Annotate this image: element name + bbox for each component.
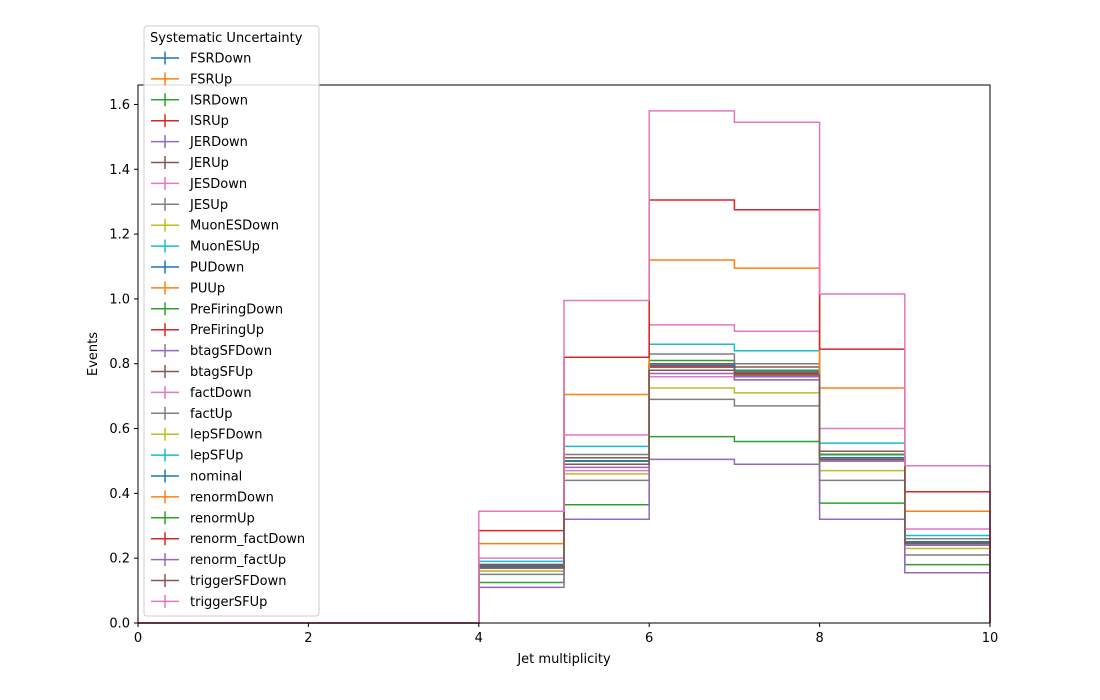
x-tick-label: 8	[815, 631, 823, 646]
legend-frame	[143, 25, 320, 617]
x-tick-label: 10	[982, 631, 999, 646]
legend-label: JERDown	[189, 135, 248, 150]
legend-label: renorm_factDown	[190, 532, 305, 547]
legend-entry-JERUp: JERUp	[151, 156, 229, 171]
legend-entry-FSRUp: FSRUp	[151, 72, 232, 87]
legend-label: ISRDown	[190, 93, 248, 108]
y-axis-label: Events	[86, 332, 101, 376]
legend-entries: FSRDown FSRUp ISRDown ISRUp JERDown JERUp JESD…	[151, 51, 305, 610]
legend-label: JESDown	[189, 177, 247, 192]
legend-label: factUp	[190, 407, 233, 422]
legend-label: renormDown	[190, 490, 274, 505]
legend-label: FSRUp	[190, 72, 232, 87]
legend-label: renorm_factUp	[190, 553, 286, 568]
legend-entry-btagSFUp: btagSFUp	[151, 365, 253, 380]
legend-entry-MuonESDown: MuonESDown	[151, 218, 279, 234]
legend-label: MuonESUp	[190, 240, 260, 255]
legend-label: JERUp	[189, 156, 229, 171]
y-axis-ticks: 0.0 0.2 0.4 0.6 0.8 1.0 1.2 1.4 1.6	[109, 98, 138, 632]
legend-label: ISRUp	[190, 114, 229, 129]
y-tick-label: 1.4	[109, 163, 130, 178]
x-tick-label: 6	[645, 631, 653, 646]
legend-entry-factUp: factUp	[151, 406, 233, 422]
legend-entry-renormUp: renormUp	[151, 511, 255, 526]
legend-label: factDown	[190, 386, 252, 401]
legend-entry-ISRDown: ISRDown	[151, 93, 248, 108]
y-tick-label: 1.6	[109, 98, 130, 113]
x-axis-ticks: 0 2 4 6 8 10	[134, 623, 998, 646]
x-axis-label: Jet multiplicity	[516, 652, 611, 667]
y-tick-label: 0.4	[109, 487, 130, 502]
y-tick-label: 0.2	[109, 552, 130, 567]
legend-entry-triggerSFDown: triggerSFDown	[151, 574, 286, 589]
legend-entry-PUDown: PUDown	[151, 260, 244, 276]
legend-label: JESUp	[189, 198, 228, 213]
legend-label: renormUp	[190, 511, 255, 526]
legend-label: triggerSFUp	[190, 595, 267, 610]
legend-label: FSRDown	[190, 52, 251, 67]
legend-label: lepSFUp	[190, 449, 243, 464]
legend-label: MuonESDown	[190, 219, 279, 234]
legend-entry-lepSFUp: lepSFUp	[151, 448, 243, 464]
legend-label: PUUp	[190, 281, 225, 296]
legend-entry-JESUp: JESUp	[151, 197, 228, 213]
y-tick-label: 1.0	[109, 292, 130, 307]
legend-title: Systematic Uncertainty	[150, 31, 303, 46]
legend-entry-PreFiringUp: PreFiringUp	[151, 323, 264, 338]
plot-frame	[137, 84, 991, 624]
legend-entry-PreFiringDown: PreFiringDown	[151, 302, 283, 317]
x-tick-label: 2	[304, 631, 312, 646]
legend-entry-lepSFDown: lepSFDown	[151, 427, 262, 443]
y-tick-label: 0.8	[109, 357, 130, 372]
legend-entry-MuonESUp: MuonESUp	[151, 239, 260, 255]
legend-entry-nominal: nominal	[151, 469, 242, 485]
legend-label: nominal	[190, 470, 242, 485]
legend-label: PUDown	[190, 261, 244, 276]
legend-entry-factDown: factDown	[151, 385, 252, 401]
legend-entry-renormDown: renormDown	[151, 490, 274, 505]
legend-label: btagSFDown	[190, 344, 272, 359]
legend-entry-triggerSFUp: triggerSFUp	[151, 594, 267, 610]
y-tick-label: 0.0	[109, 617, 130, 632]
legend-label: lepSFDown	[190, 428, 262, 443]
legend-entry-JESDown: JESDown	[151, 176, 247, 192]
legend-entry-renorm_factUp: renorm_factUp	[151, 553, 286, 568]
legend: Systematic Uncertainty FSRDown FSRUp ISRDo…	[143, 25, 320, 617]
legend-entry-ISRUp: ISRUp	[151, 114, 229, 129]
legend-label: PreFiringDown	[190, 302, 283, 317]
legend-label: btagSFUp	[190, 365, 253, 380]
y-tick-label: 0.6	[109, 422, 130, 437]
y-tick-label: 1.2	[109, 228, 130, 243]
legend-entry-FSRDown: FSRDown	[151, 51, 251, 67]
legend-label: PreFiringUp	[190, 323, 264, 338]
legend-entry-btagSFDown: btagSFDown	[151, 344, 272, 359]
legend-entry-renorm_factDown: renorm_factDown	[151, 532, 305, 547]
legend-label: triggerSFDown	[190, 574, 286, 589]
x-tick-label: 4	[475, 631, 483, 646]
legend-entry-JERDown: JERDown	[151, 135, 248, 150]
legend-entry-PUUp: PUUp	[151, 281, 225, 296]
x-tick-label: 0	[134, 631, 142, 646]
